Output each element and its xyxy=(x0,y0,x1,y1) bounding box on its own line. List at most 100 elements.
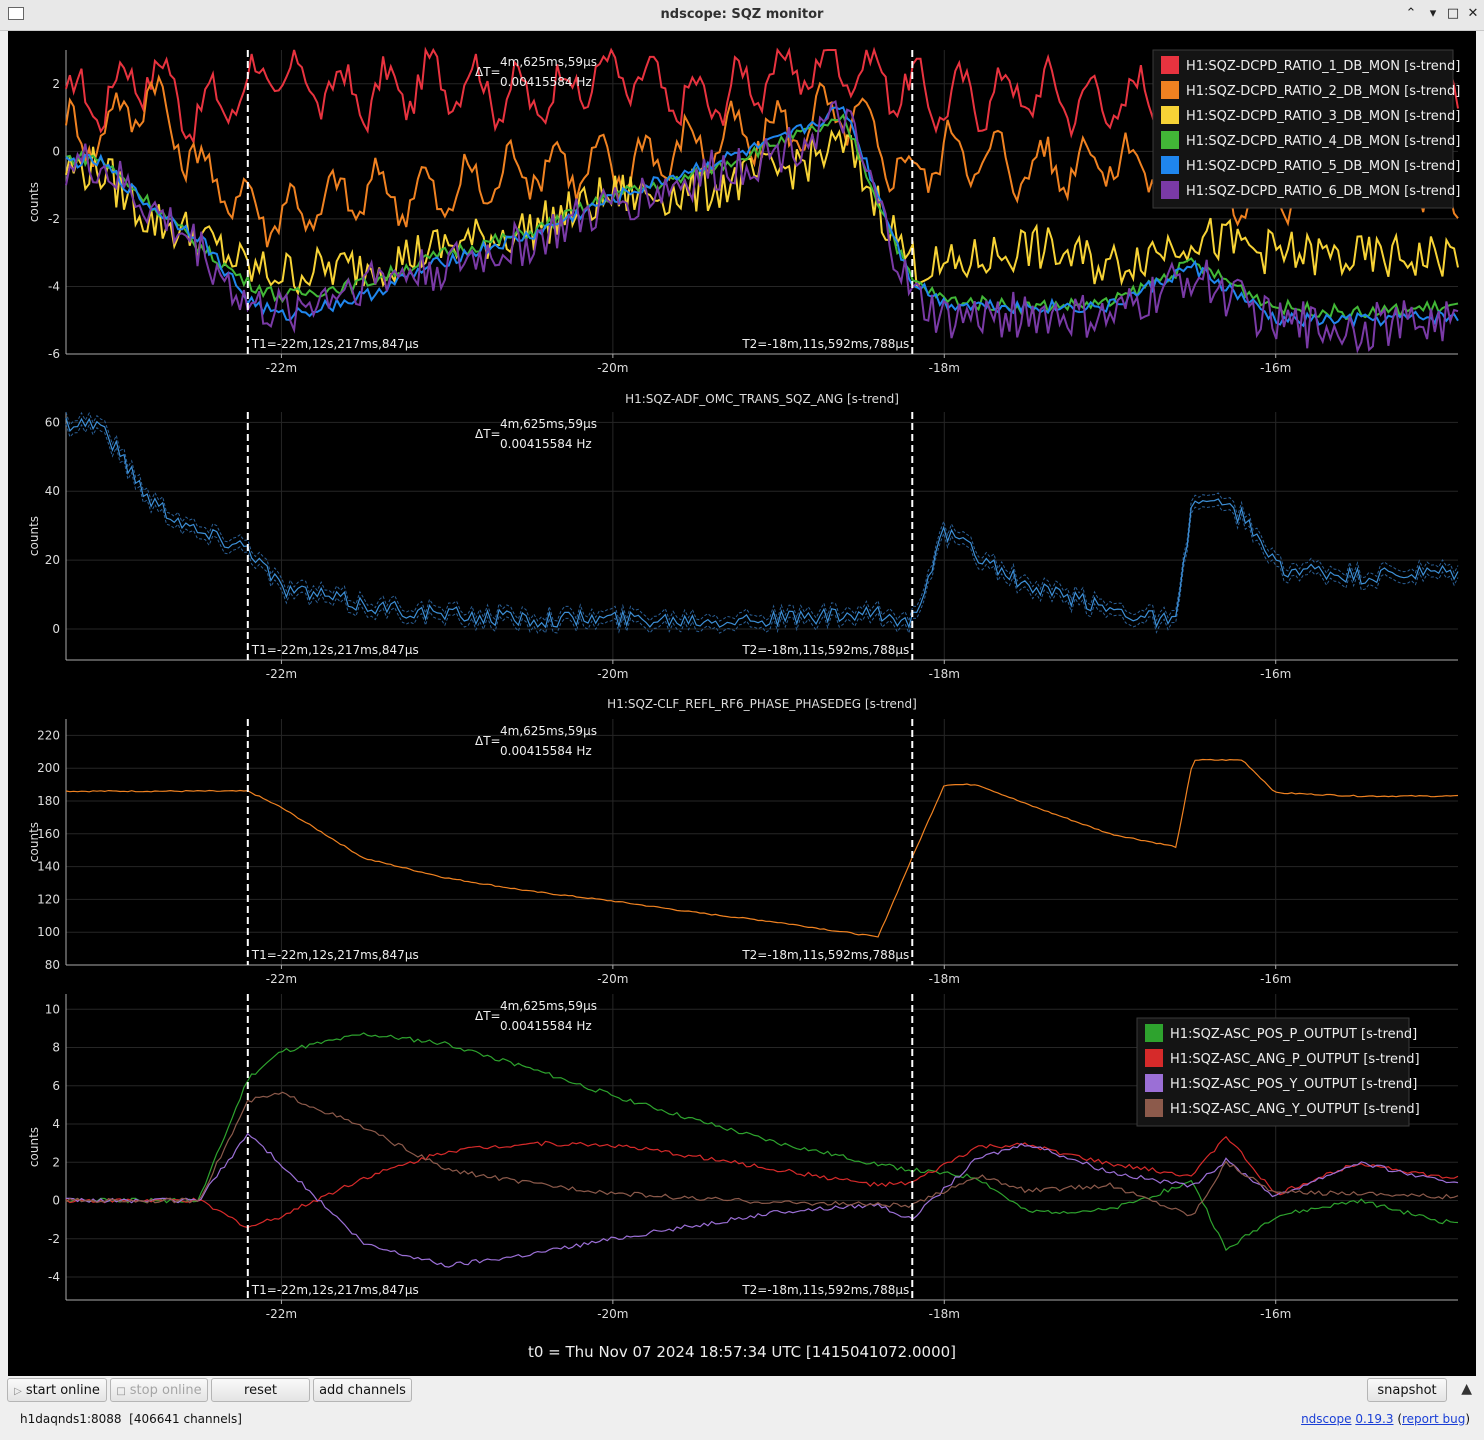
y-tick-label: 200 xyxy=(37,761,60,775)
y-tick-label: 0 xyxy=(52,1194,60,1208)
legend-entry: H1:SQZ-ASC_ANG_Y_OUTPUT [s-trend] xyxy=(1170,1102,1420,1117)
legend-entry: H1:SQZ-ASC_ANG_P_OUTPUT [s-trend] xyxy=(1170,1052,1420,1067)
y-tick-label: 20 xyxy=(45,553,60,567)
y-tick-label: 140 xyxy=(37,860,60,874)
minimize-icon[interactable]: ⌃ xyxy=(1405,6,1417,21)
app-icon xyxy=(8,7,24,20)
x-tick-label: -22m xyxy=(266,361,297,375)
y-tick-label: 60 xyxy=(45,415,60,429)
plot-title: H1:SQZ-ADF_OMC_TRANS_SQZ_ANG [s-trend] xyxy=(625,392,899,406)
x-tick-label: -22m xyxy=(266,1307,297,1321)
window-titlebar: ndscope: SQZ monitor ⌃ ▾ □ ✕ xyxy=(0,0,1484,31)
x-tick-label: -20m xyxy=(597,361,628,375)
legend-swatch xyxy=(1161,106,1179,124)
series-envelope-max xyxy=(65,411,1459,623)
y-tick-label: 220 xyxy=(37,728,60,742)
x-tick-label: -20m xyxy=(597,1307,628,1321)
x-tick-label: -18m xyxy=(929,1307,960,1321)
y-tick-label: 0 xyxy=(52,622,60,636)
series-line xyxy=(65,1091,1459,1217)
y-tick-label: 40 xyxy=(45,484,60,498)
x-tick-label: -20m xyxy=(597,972,628,986)
series-line xyxy=(65,105,1459,329)
cursor-t1-label: T1=-22m,12s,217ms,847µs xyxy=(251,948,419,962)
scope-area[interactable]: 2 0 -2 -4 -6 -22m -20m -18m -16m counts T1=-22m,12… xyxy=(8,31,1476,1376)
cursor-t2-label: T2=-18m,11s,592ms,788µs xyxy=(741,643,909,657)
x-tick-label: -18m xyxy=(929,667,960,681)
cursor-t1-label: T1=-22m,12s,217ms,847µs xyxy=(251,337,419,351)
x-tick-label: -16m xyxy=(1260,1307,1291,1321)
series-line xyxy=(65,1135,1459,1229)
x-tick-label: -22m xyxy=(266,667,297,681)
delta-f-value: 0.00415584 Hz xyxy=(500,1019,592,1033)
legend-entry: H1:SQZ-ASC_POS_P_OUTPUT [s-trend] xyxy=(1170,1027,1417,1042)
x-tick-label: -16m xyxy=(1260,667,1291,681)
x-tick-label: -20m xyxy=(597,667,628,681)
window-title: ndscope: SQZ monitor xyxy=(660,7,824,22)
series-envelope-min xyxy=(65,423,1459,635)
delta-f-value: 0.00415584 Hz xyxy=(500,744,592,758)
x-tick-label: -16m xyxy=(1260,361,1291,375)
y-tick-label: 180 xyxy=(37,794,60,808)
legend-entry: H1:SQZ-DCPD_RATIO_6_DB_MON [s-trend] xyxy=(1186,184,1460,199)
ndscope-link[interactable]: ndscope xyxy=(1301,1412,1352,1426)
y-tick-label: 100 xyxy=(37,925,60,939)
cursor-t1-label: T1=-22m,12s,217ms,847µs xyxy=(251,643,419,657)
y-tick-label: -2 xyxy=(48,1232,60,1246)
delta-t-label: ΔT= xyxy=(475,65,501,79)
stop-online-label: stop online xyxy=(129,1383,202,1398)
x-tick-label: -18m xyxy=(929,361,960,375)
report-bug-link[interactable]: report bug xyxy=(1402,1412,1466,1426)
version-info: ndscope 0.19.3 (report bug) xyxy=(1301,1412,1470,1426)
start-online-button[interactable]: ▷ start online xyxy=(7,1378,107,1402)
nds-server: h1daqnds1:8088 xyxy=(20,1412,122,1426)
series-line xyxy=(65,417,1459,629)
y-axis-label: counts xyxy=(27,182,41,222)
series-line xyxy=(65,1132,1459,1268)
delta-t-label: ΔT= xyxy=(475,1009,501,1023)
plot-title: H1:SQZ-CLF_REFL_RF6_PHASE_PHASEDEG [s-tr… xyxy=(607,697,917,711)
legend-swatch xyxy=(1145,1024,1163,1042)
legend-entry: H1:SQZ-DCPD_RATIO_5_DB_MON [s-trend] xyxy=(1186,159,1460,174)
cursor-t1-label: T1=-22m,12s,217ms,847µs xyxy=(251,1283,419,1297)
legend-swatch xyxy=(1161,156,1179,174)
cursor-t2-label: T2=-18m,11s,592ms,788µs xyxy=(741,1283,909,1297)
channel-count: [406641 channels] xyxy=(129,1412,242,1426)
legend-swatch xyxy=(1145,1099,1163,1117)
stop-online-button[interactable]: □ stop online xyxy=(110,1378,208,1402)
close-icon[interactable]: ✕ xyxy=(1467,6,1479,21)
reset-button[interactable]: reset xyxy=(211,1378,310,1402)
delta-t-value: 4m,625ms,59µs xyxy=(500,724,597,738)
stop-icon: □ xyxy=(116,1386,126,1397)
restore-icon[interactable]: ▾ xyxy=(1429,6,1437,21)
y-tick-label: -2 xyxy=(48,212,60,226)
play-icon: ▷ xyxy=(14,1386,22,1397)
add-channels-button[interactable]: add channels xyxy=(313,1378,412,1402)
y-tick-label: 2 xyxy=(52,77,60,91)
scope-plots[interactable]: 20-2-4-6-22m -20m -18m -16mcountsT1=-22m,12… xyxy=(8,31,1476,1376)
x-tick-label: -22m xyxy=(266,972,297,986)
delta-t-value: 4m,625ms,59µs xyxy=(500,417,597,431)
status-bar: h1daqnds1:8088 [406641 channels] xyxy=(20,1412,242,1426)
delta-f-value: 0.00415584 Hz xyxy=(500,437,592,451)
legend-entry: H1:SQZ-ASC_POS_Y_OUTPUT [s-trend] xyxy=(1170,1077,1417,1092)
y-tick-label: 2 xyxy=(52,1155,60,1169)
legend-swatch xyxy=(1161,56,1179,74)
legend-entry: H1:SQZ-DCPD_RATIO_2_DB_MON [s-trend] xyxy=(1186,84,1460,99)
version-link[interactable]: 0.19.3 xyxy=(1355,1412,1394,1426)
maximize-icon[interactable]: □ xyxy=(1446,6,1460,21)
legend-entry: H1:SQZ-DCPD_RATIO_3_DB_MON [s-trend] xyxy=(1186,109,1460,124)
legend-swatch xyxy=(1161,81,1179,99)
legend-swatch xyxy=(1145,1074,1163,1092)
legend-entry: H1:SQZ-DCPD_RATIO_4_DB_MON [s-trend] xyxy=(1186,134,1460,149)
delta-t-label: ΔT= xyxy=(475,734,501,748)
legend-swatch xyxy=(1161,131,1179,149)
legend-box xyxy=(1152,49,1454,209)
x-tick-label: -16m xyxy=(1260,972,1291,986)
snapshot-button[interactable]: snapshot xyxy=(1367,1378,1447,1402)
cursor-t2-label: T2=-18m,11s,592ms,788µs xyxy=(741,337,909,351)
t0-label: t0 = Thu Nov 07 2024 18:57:34 UTC [14150… xyxy=(528,1343,956,1361)
collapse-up-icon[interactable]: ▲ xyxy=(1461,1381,1472,1397)
y-axis-label: counts xyxy=(27,822,41,862)
delta-t-value: 4m,625ms,59µs xyxy=(500,999,597,1013)
